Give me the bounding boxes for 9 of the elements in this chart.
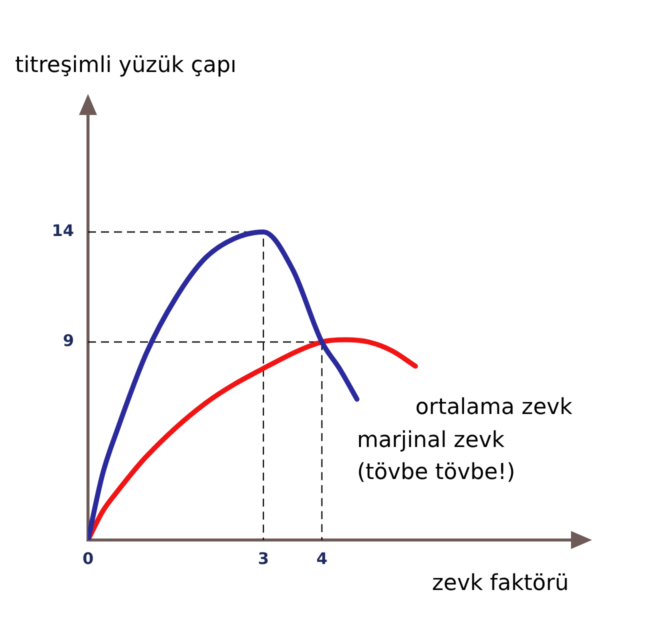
y-tick-label: 9 — [62, 331, 74, 350]
x-axis-title: zevk faktörü — [432, 571, 569, 596]
x-tick-label: 0 — [82, 548, 94, 568]
x-tick-label: 4 — [316, 548, 328, 568]
series-label: marjinal zevk (tövbe tövbe!) — [356, 428, 516, 486]
y-axis-title: titreşimli yüzük çapı — [15, 53, 237, 78]
x-tick-label: 3 — [258, 548, 269, 568]
y-tick-label: 14 — [52, 221, 74, 240]
series-label: ortalama zevk — [415, 395, 573, 420]
